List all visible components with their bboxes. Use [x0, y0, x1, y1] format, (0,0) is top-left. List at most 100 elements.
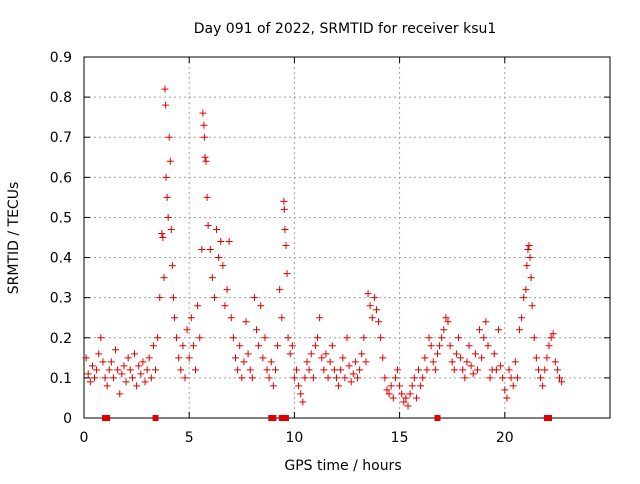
data-point-plus: [259, 354, 267, 362]
data-point-plus: [314, 334, 322, 342]
data-point-plus: [88, 362, 96, 370]
data-point-plus: [385, 390, 393, 398]
data-point-plus: [221, 302, 229, 310]
data-point-plus: [109, 374, 117, 382]
data-point-plus: [149, 342, 157, 350]
data-point-plus: [318, 354, 326, 362]
data-point-plus: [217, 238, 225, 246]
data-point-plus: [415, 366, 423, 374]
data-point-plus: [282, 242, 290, 250]
data-point-plus: [82, 354, 90, 362]
data-point-plus: [219, 262, 227, 270]
data-point-plus: [169, 294, 177, 302]
data-point-plus: [250, 294, 258, 302]
data-point-plus: [246, 366, 254, 374]
data-point-plus: [91, 374, 99, 382]
data-point-plus: [162, 173, 170, 181]
data-point-plus: [165, 133, 173, 141]
data-point-plus: [534, 366, 542, 374]
data-point-plus: [139, 358, 147, 366]
data-point-plus: [293, 366, 301, 374]
data-point-plus: [442, 314, 450, 322]
data-point-plus: [425, 334, 433, 342]
data-point-plus: [431, 366, 439, 374]
data-point-plus: [505, 366, 513, 374]
data-point-plus: [478, 354, 486, 362]
data-point-plus: [337, 366, 345, 374]
data-point-plus: [248, 374, 256, 382]
data-point-plus: [271, 366, 279, 374]
data-point-plus: [356, 366, 364, 374]
data-point-plus: [351, 358, 359, 366]
data-point-square: [104, 415, 111, 421]
data-point-plus: [145, 354, 153, 362]
data-point-plus: [196, 334, 204, 342]
data-point-plus: [419, 374, 427, 382]
data-point-plus: [499, 374, 507, 382]
data-point-plus: [444, 318, 452, 326]
data-point-plus: [281, 225, 289, 233]
data-point-plus: [199, 109, 207, 117]
data-point-plus: [455, 334, 463, 342]
data-point-square: [545, 415, 552, 421]
y-tick-label: 0.1: [50, 371, 72, 387]
data-point-plus: [492, 366, 500, 374]
data-point-plus: [400, 398, 408, 406]
data-point-plus: [234, 366, 242, 374]
data-point-plus: [545, 342, 553, 350]
data-point-plus: [84, 370, 92, 378]
data-point-plus: [181, 374, 189, 382]
data-point-plus: [341, 374, 349, 382]
data-point-plus: [227, 314, 235, 322]
data-point-plus: [410, 374, 418, 382]
y-tick-label: 0.6: [50, 170, 72, 186]
data-point-plus: [86, 378, 94, 386]
data-point-plus: [440, 326, 448, 334]
data-point-plus: [518, 314, 526, 322]
data-point-plus: [231, 354, 239, 362]
x-tick-label: 5: [185, 430, 194, 446]
data-point-plus: [354, 374, 362, 382]
data-point-plus: [194, 302, 202, 310]
data-point-plus: [328, 342, 336, 350]
data-point-plus: [484, 342, 492, 350]
x-tick-label: 15: [391, 430, 409, 446]
data-point-plus: [322, 350, 330, 358]
data-point-plus: [541, 366, 549, 374]
data-point-plus: [278, 314, 286, 322]
data-point-plus: [107, 358, 115, 366]
data-point-plus: [213, 225, 221, 233]
data-point-plus: [524, 246, 532, 254]
data-point-plus: [408, 382, 416, 390]
data-point-plus: [269, 382, 277, 390]
data-point-plus: [295, 382, 303, 390]
data-point-plus: [473, 366, 481, 374]
data-point-plus: [297, 390, 305, 398]
data-point-plus: [480, 334, 488, 342]
data-point-plus: [372, 306, 380, 314]
data-point-plus: [335, 382, 343, 390]
data-point-plus: [476, 326, 484, 334]
data-point-plus: [198, 246, 206, 254]
data-point-plus: [389, 394, 397, 402]
data-point-plus: [162, 101, 170, 109]
data-point-plus: [210, 294, 218, 302]
data-point-plus: [326, 358, 334, 366]
data-point-plus: [160, 274, 168, 282]
data-point-plus: [556, 374, 564, 382]
data-point-plus: [513, 374, 521, 382]
data-point-plus: [522, 286, 530, 294]
data-point-plus: [339, 354, 347, 362]
data-point-plus: [133, 382, 141, 390]
data-point-plus: [543, 354, 551, 362]
data-point-plus: [274, 342, 282, 350]
data-point-plus: [558, 378, 566, 386]
data-point-plus: [208, 274, 216, 282]
data-point-plus: [490, 350, 498, 358]
data-point-plus: [309, 374, 317, 382]
data-point-plus: [457, 354, 465, 362]
data-point-plus: [284, 334, 292, 342]
data-point-plus: [240, 358, 248, 366]
data-point-plus: [301, 374, 309, 382]
